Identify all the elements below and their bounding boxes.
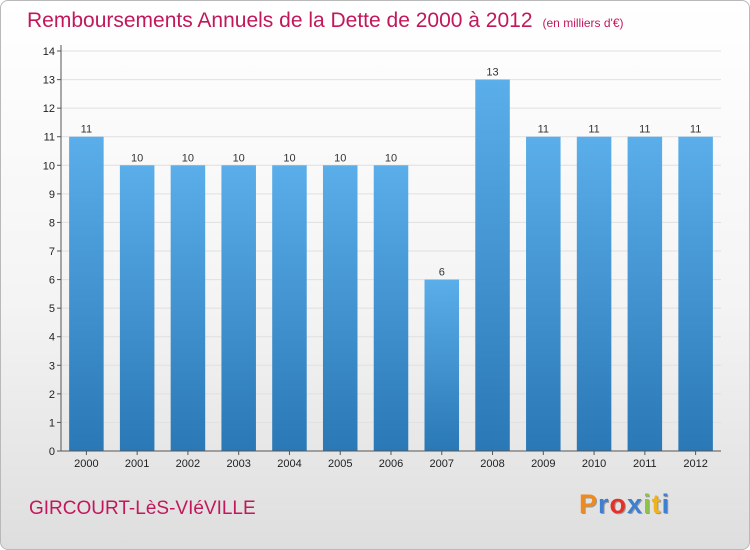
y-tick-label: 11 <box>44 132 55 144</box>
proxiti-logo: Proxiti <box>579 489 670 520</box>
data-label: 6 <box>439 267 445 279</box>
bar <box>69 136 104 451</box>
x-tick-label: 2004 <box>277 458 301 470</box>
logo-letter: i <box>661 489 671 519</box>
data-label: 13 <box>486 67 498 79</box>
bar <box>322 165 358 452</box>
x-tick-label: 2000 <box>74 458 98 470</box>
bar <box>678 136 713 451</box>
axes <box>57 45 721 455</box>
bar <box>373 165 409 452</box>
x-tick-label: 2002 <box>176 458 200 470</box>
logo-letter: x <box>627 489 644 519</box>
data-label: 11 <box>538 124 549 136</box>
y-tick-label: 14 <box>43 46 55 58</box>
logo-letter: i <box>643 489 652 519</box>
x-tick-label: 2011 <box>633 458 657 470</box>
data-label: 10 <box>283 152 295 164</box>
data-label: 11 <box>81 124 92 136</box>
bars <box>69 79 713 452</box>
x-tick-label: 2010 <box>582 458 606 470</box>
y-tick-label: 6 <box>49 275 55 287</box>
bar <box>627 136 663 451</box>
data-label: 10 <box>182 152 194 164</box>
y-tick-label: 4 <box>49 332 55 344</box>
x-tick-label: 2009 <box>531 458 555 470</box>
bar <box>526 136 561 451</box>
data-label: 11 <box>639 124 650 136</box>
labels: 0123456789101112131411200010200110200210… <box>43 46 708 470</box>
y-tick-label: 7 <box>49 246 55 258</box>
y-tick-label: 10 <box>43 160 55 172</box>
x-tick-label: 2005 <box>328 458 352 470</box>
bar <box>272 165 307 452</box>
chart-title: Remboursements Annuels de la Dette de 20… <box>27 9 624 33</box>
bar <box>170 165 206 452</box>
x-tick-label: 2008 <box>480 458 504 470</box>
bar <box>576 136 612 451</box>
x-tick-label: 2003 <box>226 458 250 470</box>
x-tick-label: 2007 <box>430 458 454 470</box>
y-tick-label: 12 <box>43 103 55 115</box>
commune-name: GIRCOURT-LèS-VIéVILLE <box>29 498 256 519</box>
bar <box>424 279 460 451</box>
data-label: 10 <box>334 152 346 164</box>
bar <box>119 165 155 452</box>
data-label: 10 <box>233 152 245 164</box>
x-tick-label: 2012 <box>683 458 707 470</box>
y-tick-label: 9 <box>49 189 55 201</box>
logo-letter: o <box>609 489 628 519</box>
y-tick-label: 1 <box>49 417 55 429</box>
y-tick-label: 2 <box>49 389 55 401</box>
logo-letter: P <box>579 489 599 519</box>
x-tick-label: 2006 <box>379 458 403 470</box>
y-tick-label: 8 <box>49 217 55 229</box>
bar <box>475 79 510 452</box>
y-tick-label: 3 <box>49 360 55 372</box>
y-tick-label: 5 <box>49 303 55 315</box>
x-tick-label: 2001 <box>125 458 149 470</box>
data-label: 11 <box>690 124 701 136</box>
y-tick-label: 0 <box>49 446 55 458</box>
chart-title-text: Remboursements Annuels de la Dette de 20… <box>27 9 533 32</box>
data-label: 11 <box>588 124 599 136</box>
data-label: 10 <box>131 152 143 164</box>
logo-letter: t <box>651 489 662 519</box>
logo-letter: r <box>598 489 610 519</box>
chart-subtitle: (en milliers d'€) <box>542 16 624 30</box>
y-tick-label: 13 <box>43 75 55 87</box>
bar <box>221 165 256 452</box>
data-label: 10 <box>385 152 397 164</box>
